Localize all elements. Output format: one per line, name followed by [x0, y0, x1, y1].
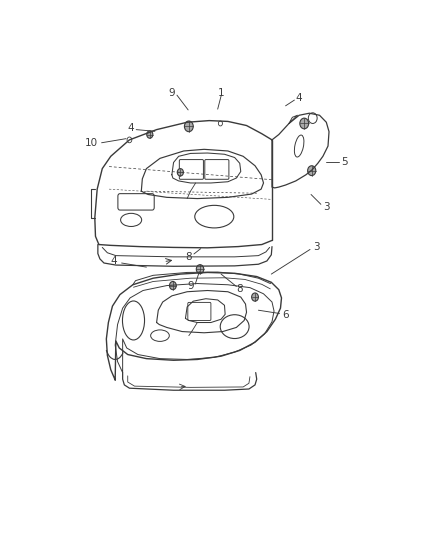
Text: 4: 4: [111, 256, 117, 266]
Circle shape: [184, 121, 193, 132]
Text: 8: 8: [186, 252, 192, 262]
Text: 3: 3: [323, 202, 330, 212]
Circle shape: [300, 118, 309, 129]
Text: 9: 9: [169, 88, 175, 98]
Text: 4: 4: [128, 123, 134, 133]
Text: 4: 4: [296, 93, 303, 103]
Text: 9: 9: [187, 281, 194, 292]
Text: 6: 6: [282, 310, 289, 320]
Circle shape: [147, 131, 153, 138]
Text: 3: 3: [313, 241, 319, 252]
Text: 10: 10: [85, 138, 98, 148]
Circle shape: [170, 281, 176, 289]
Circle shape: [251, 293, 258, 301]
Circle shape: [307, 166, 316, 175]
Text: 8: 8: [237, 284, 243, 294]
Text: 5: 5: [342, 157, 348, 167]
Circle shape: [177, 168, 184, 176]
Text: 1: 1: [218, 88, 224, 98]
Circle shape: [196, 265, 204, 273]
